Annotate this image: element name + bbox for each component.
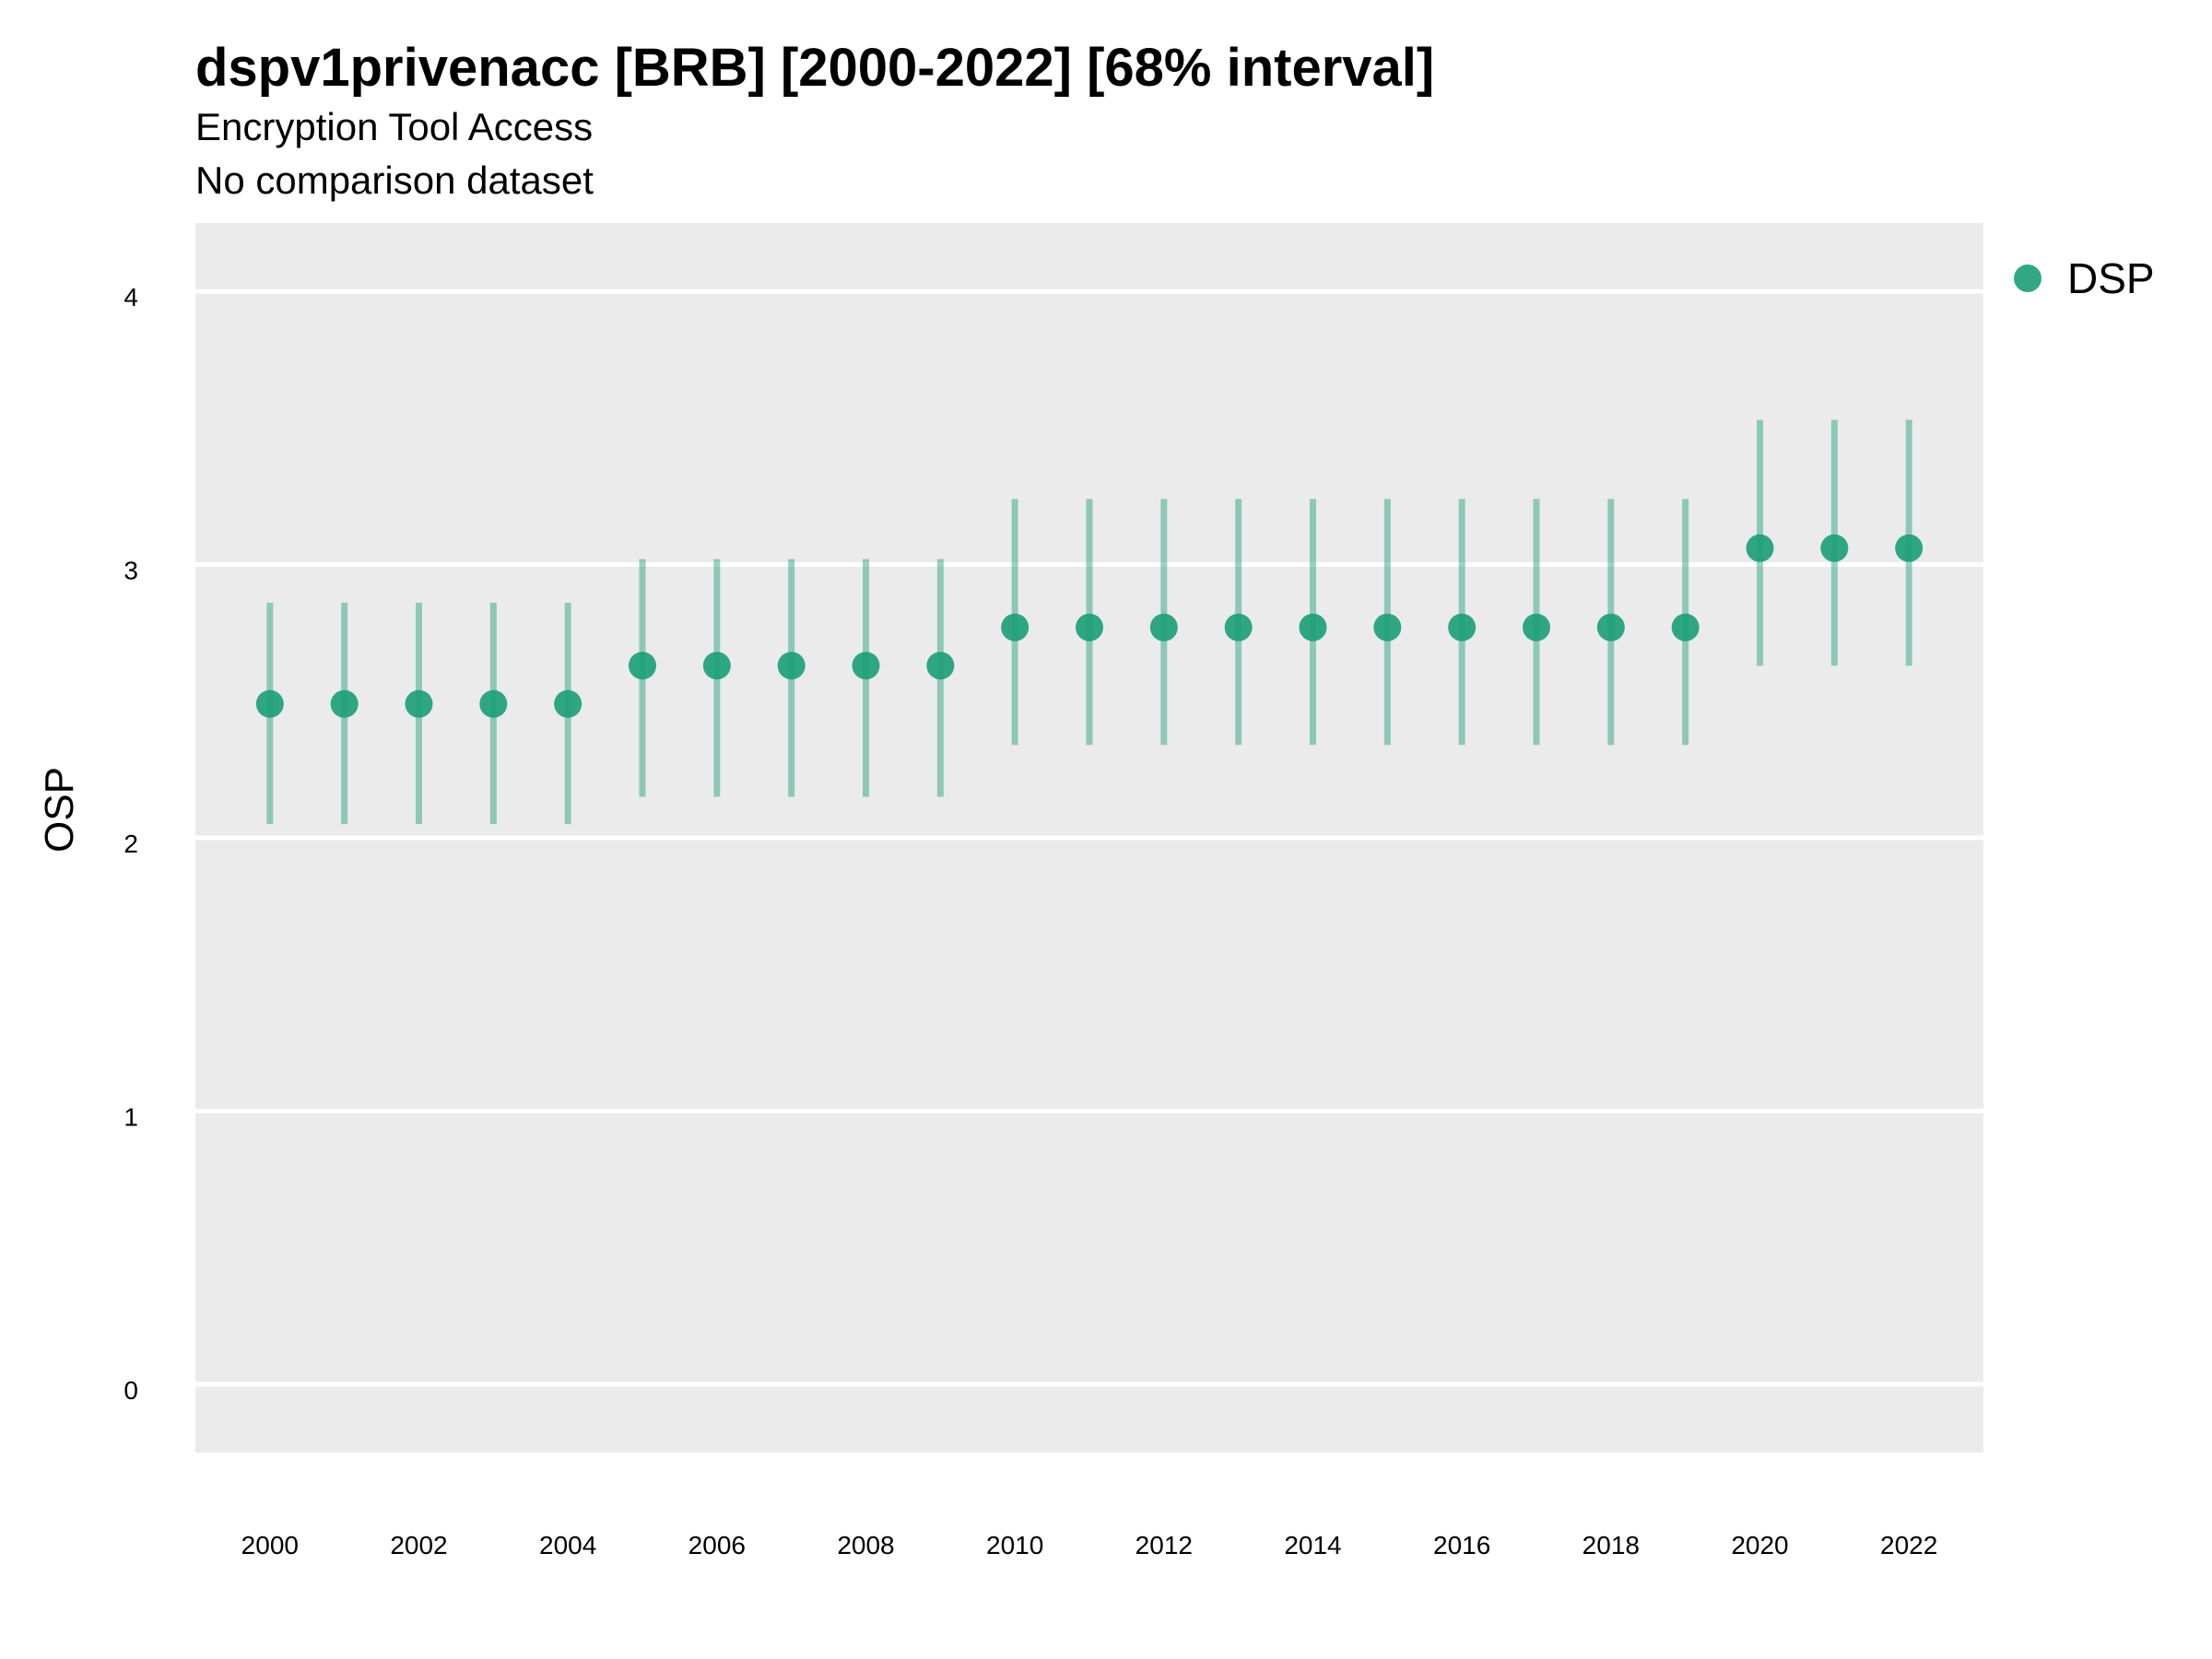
x-tick-label: 2014 — [1284, 1531, 1341, 1559]
data-point — [405, 689, 433, 718]
data-point — [1076, 613, 1103, 641]
data-point — [1895, 534, 1924, 562]
gridlines — [195, 288, 1983, 1387]
x-tick-label: 2008 — [837, 1531, 894, 1559]
data-point — [1671, 613, 1700, 641]
y-tick-label: 4 — [124, 283, 138, 312]
data-point — [1746, 534, 1774, 562]
data-point — [1373, 613, 1402, 641]
data-point — [1596, 613, 1625, 641]
data-point — [852, 652, 880, 680]
data-point — [1523, 613, 1550, 641]
data-point — [1820, 534, 1849, 562]
data-point — [554, 689, 582, 718]
chart-subtitle: Encryption Tool Access — [195, 105, 594, 148]
x-tick-label: 2020 — [1731, 1531, 1788, 1559]
x-tick-label: 2000 — [241, 1531, 299, 1559]
y-axis-label: OSP — [37, 767, 82, 853]
x-tick-label: 2012 — [1135, 1531, 1193, 1559]
legend-label-dsp: DSP — [2067, 254, 2155, 302]
data-point — [330, 689, 359, 718]
data-point — [479, 689, 508, 718]
data-point — [777, 652, 806, 680]
y-tick-label: 1 — [124, 1102, 138, 1131]
data-point — [629, 652, 656, 680]
data-points — [255, 534, 1924, 718]
x-tick-label: 2018 — [1583, 1531, 1640, 1559]
data-point — [702, 652, 731, 680]
data-point — [1001, 613, 1030, 641]
data-point — [1448, 613, 1477, 641]
chart-title: dspv1privenacc [BRB] [2000-2022] [68% in… — [195, 38, 1435, 98]
data-point — [1149, 613, 1178, 641]
y-tick-label: 3 — [124, 557, 138, 585]
y-tick-label: 0 — [124, 1376, 138, 1405]
x-tick-label: 2022 — [1880, 1531, 1937, 1559]
x-tick-label: 2006 — [688, 1531, 746, 1559]
x-tick-label: 2010 — [986, 1531, 1043, 1559]
legend: DSP — [2014, 253, 2155, 303]
legend-marker-dsp — [2014, 265, 2041, 292]
x-tick-label: 2002 — [390, 1531, 447, 1559]
data-point — [1299, 613, 1327, 641]
data-point — [926, 652, 955, 680]
x-tick-label: 2016 — [1433, 1531, 1490, 1559]
data-point — [1224, 613, 1253, 641]
y-tick-label: 2 — [124, 830, 138, 858]
y-axis-ticks: 0 1 2 3 4 — [124, 283, 138, 1405]
x-tick-label: 2004 — [539, 1531, 596, 1559]
data-point — [255, 689, 284, 718]
chart-subtitle-secondary: No comparison dataset — [195, 159, 594, 202]
x-axis-ticks: 2000 2002 2004 2006 2008 2010 2012 2014 2016 2018… — [241, 1531, 1938, 1559]
